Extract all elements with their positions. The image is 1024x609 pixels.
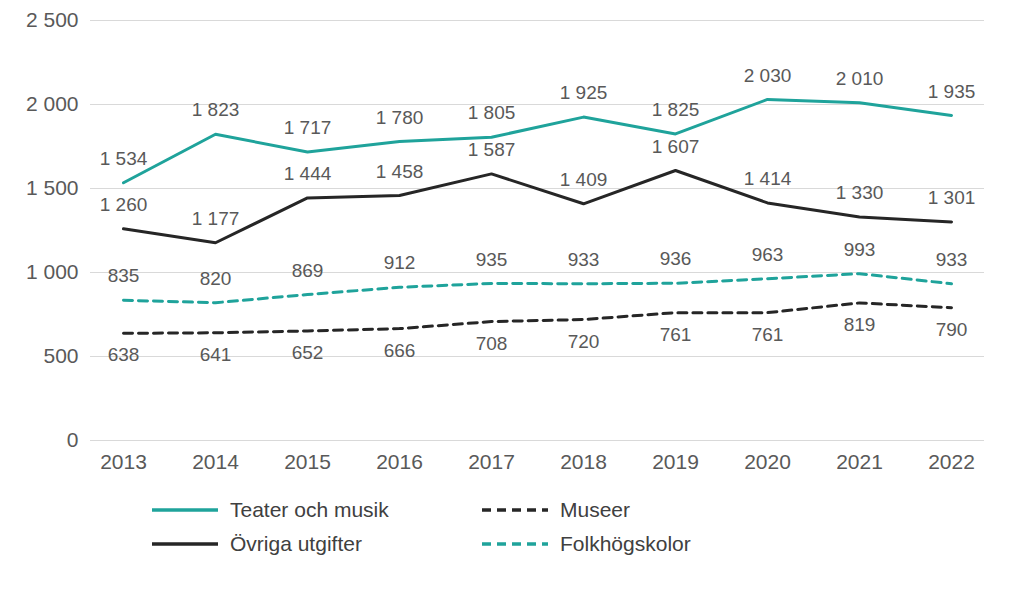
svg-text:666: 666: [384, 340, 416, 361]
svg-text:1 805: 1 805: [468, 102, 516, 123]
svg-text:2020: 2020: [744, 450, 791, 473]
svg-text:933: 933: [568, 249, 600, 270]
svg-text:1 500: 1 500: [26, 176, 79, 199]
svg-text:1 780: 1 780: [376, 107, 424, 128]
svg-text:819: 819: [844, 314, 876, 335]
svg-text:2016: 2016: [376, 450, 423, 473]
svg-text:1 925: 1 925: [560, 82, 608, 103]
svg-text:1 607: 1 607: [652, 136, 700, 157]
svg-text:2022: 2022: [928, 450, 975, 473]
svg-text:1 458: 1 458: [376, 161, 424, 182]
svg-text:1 414: 1 414: [744, 168, 792, 189]
svg-text:933: 933: [936, 249, 968, 270]
html-text:Övriga utgifter: Övriga utgifter: [230, 532, 362, 555]
svg-text:2 500: 2 500: [26, 8, 79, 31]
svg-text:2018: 2018: [560, 450, 607, 473]
svg-text:761: 761: [660, 324, 692, 345]
svg-text:2017: 2017: [468, 450, 515, 473]
svg-text:1 717: 1 717: [284, 117, 332, 138]
svg-text:1 534: 1 534: [100, 148, 148, 169]
svg-text:761: 761: [752, 324, 784, 345]
svg-text:912: 912: [384, 252, 416, 273]
svg-text:708: 708: [476, 333, 508, 354]
svg-text:1 935: 1 935: [928, 81, 976, 102]
svg-text:1 330: 1 330: [836, 182, 884, 203]
svg-text:1 260: 1 260: [100, 194, 148, 215]
svg-text:641: 641: [200, 344, 232, 365]
svg-text:993: 993: [844, 239, 876, 260]
svg-text:0: 0: [67, 428, 79, 451]
svg-text:935: 935: [476, 249, 508, 270]
svg-text:1 444: 1 444: [284, 163, 332, 184]
svg-text:790: 790: [936, 319, 968, 340]
svg-text:652: 652: [292, 342, 324, 363]
svg-text:2 000: 2 000: [26, 92, 79, 115]
svg-text:820: 820: [200, 268, 232, 289]
svg-text:1 825: 1 825: [652, 99, 700, 120]
svg-text:2014: 2014: [192, 450, 239, 473]
svg-text:1 823: 1 823: [192, 99, 240, 120]
svg-text:500: 500: [43, 344, 78, 367]
svg-text:2 030: 2 030: [744, 65, 792, 86]
svg-text:2021: 2021: [836, 450, 883, 473]
svg-text:2015: 2015: [284, 450, 331, 473]
svg-text:1 587: 1 587: [468, 139, 516, 160]
html-text:Museer: Museer: [560, 498, 630, 521]
html-text:Folkhögskolor: Folkhögskolor: [560, 532, 691, 555]
svg-text:1 301: 1 301: [928, 187, 976, 208]
svg-text:1 409: 1 409: [560, 169, 608, 190]
svg-text:720: 720: [568, 331, 600, 352]
svg-text:638: 638: [108, 344, 140, 365]
svg-text:963: 963: [752, 244, 784, 265]
svg-text:1 177: 1 177: [192, 208, 240, 229]
svg-text:869: 869: [292, 260, 324, 281]
html-text:Teater och musik: Teater och musik: [230, 498, 389, 521]
svg-text:835: 835: [108, 265, 140, 286]
svg-text:2013: 2013: [100, 450, 147, 473]
svg-text:936: 936: [660, 248, 692, 269]
svg-text:2019: 2019: [652, 450, 699, 473]
svg-text:2 010: 2 010: [836, 68, 884, 89]
svg-text:1 000: 1 000: [26, 260, 79, 283]
